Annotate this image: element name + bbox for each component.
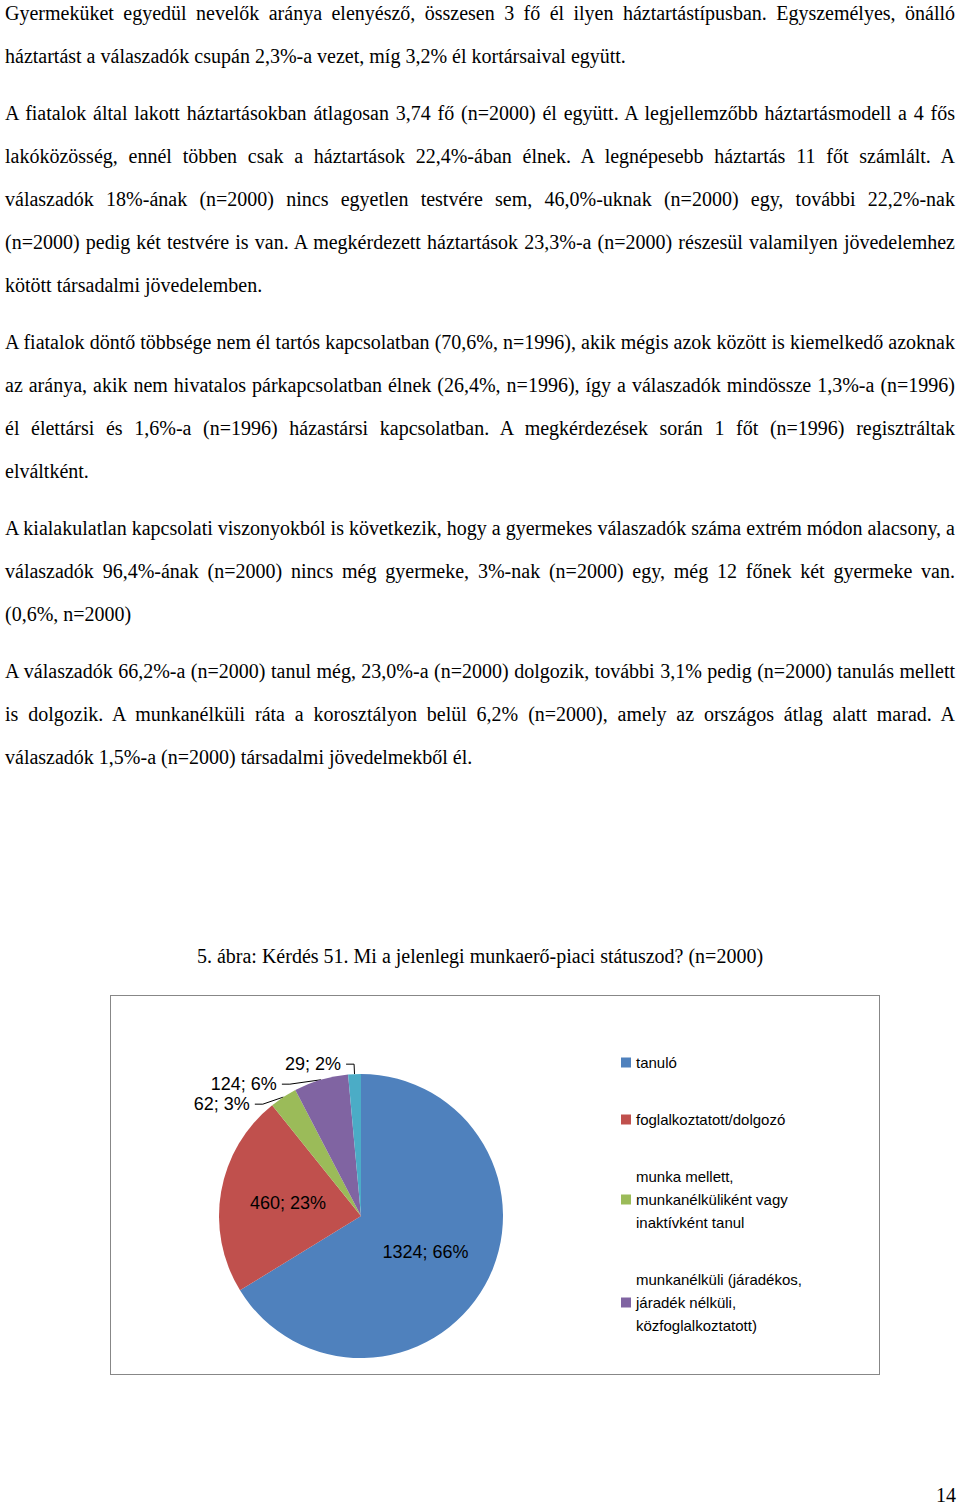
svg-text:62; 3%: 62; 3% — [194, 1094, 250, 1114]
svg-text:munkanélküliként vagy: munkanélküliként vagy — [636, 1191, 792, 1208]
svg-text:munkanélküli (járadékos,: munkanélküli (járadékos, — [636, 1271, 806, 1288]
svg-text:1324; 66%: 1324; 66% — [383, 1242, 469, 1262]
html-text:5. ábra: Kérdés 51. Mi a jelen: 5. ábra: Kérdés 51. Mi a jelenlegi munka… — [197, 945, 763, 967]
html-text:A kialakulatlan kapcsolati vis: A kialakulatlan kapcsolati viszonyokból … — [5, 517, 955, 625]
svg-text:közfoglalkoztatott): közfoglalkoztatott) — [636, 1317, 757, 1334]
html-text:Gyermeküket egyedül nevelők ar: Gyermeküket egyedül nevelők aránya eleny… — [5, 2, 955, 67]
svg-text:29; 2%: 29; 2% — [285, 1054, 341, 1074]
html-text:A válaszadók 66,2%-a (n=2000): A válaszadók 66,2%-a (n=2000) tanul még,… — [5, 660, 955, 768]
svg-text:munka mellett,: munka mellett, — [636, 1168, 738, 1185]
svg-text:inaktívként tanul: inaktívként tanul — [636, 1214, 744, 1231]
svg-text:124; 6%: 124; 6% — [211, 1074, 277, 1094]
html-text:14: 14 — [936, 1484, 956, 1505]
html-text:A fiatalok által lakott háztar: A fiatalok által lakott háztartásokban á… — [5, 102, 955, 296]
svg-text:foglalkoztatott/dolgozó: foglalkoztatott/dolgozó — [636, 1111, 785, 1128]
svg-text:járadék nélküli,: járadék nélküli, — [635, 1294, 740, 1311]
svg-text:tanuló: tanuló — [636, 1054, 677, 1071]
svg-text:460; 23%: 460; 23% — [250, 1193, 326, 1213]
html-text:A fiatalok döntő többsége nem: A fiatalok döntő többsége nem él tartós … — [5, 331, 955, 482]
